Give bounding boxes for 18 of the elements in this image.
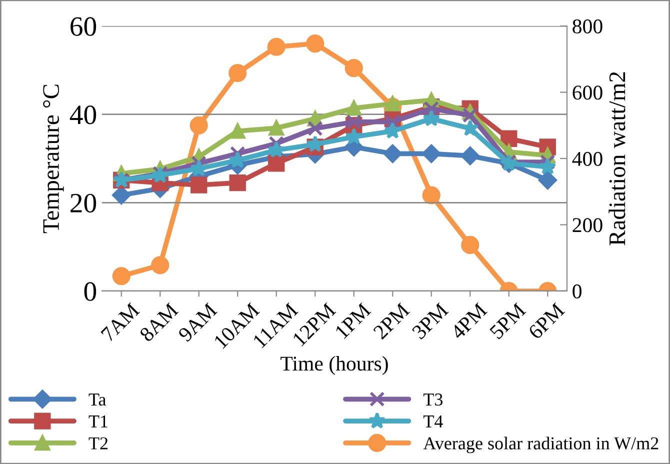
x-axis-title: Time (hours) bbox=[280, 356, 388, 375]
y2-tick-label: 600 bbox=[572, 86, 602, 100]
y-tick-label: 20 bbox=[70, 194, 96, 213]
y2-axis-title: Radiation watt/m2 bbox=[608, 72, 626, 246]
legend-label: T3 bbox=[423, 394, 443, 406]
legend-label: T1 bbox=[88, 415, 108, 428]
y-tick-label: 60 bbox=[70, 17, 96, 36]
y2-tick-label: 0 bbox=[572, 284, 582, 298]
legend-label: Ta bbox=[88, 394, 106, 406]
y2-tick-label: 200 bbox=[572, 218, 602, 232]
y2-tick-label: 400 bbox=[572, 152, 602, 166]
legend-label: T2 bbox=[88, 437, 108, 450]
y2-tick-label: 800 bbox=[572, 19, 602, 34]
legend-label: T4 bbox=[423, 415, 443, 428]
y-axis-title: Temperature °C bbox=[43, 84, 64, 234]
y-tick-label: 40 bbox=[70, 106, 96, 124]
legend-label: Average solar radiation in W/m2 bbox=[423, 436, 658, 454]
y-tick-label: 0 bbox=[84, 282, 96, 301]
